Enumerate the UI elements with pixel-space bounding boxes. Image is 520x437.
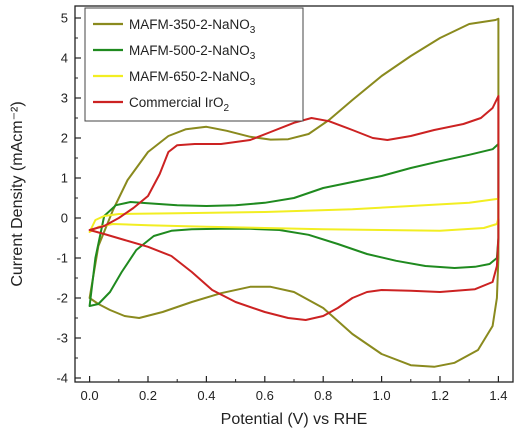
x-tick-label: 0.2 (139, 388, 157, 403)
legend-entry: MAFM-500-2-NaNO3 (93, 43, 256, 62)
legend-label: Commercial IrO2 (129, 95, 230, 114)
x-tick-label: 0.8 (314, 388, 332, 403)
x-tick-label: 1.0 (373, 388, 391, 403)
y-tick-label: -2 (56, 291, 68, 306)
y-tick-label: -3 (56, 331, 68, 346)
x-tick-label: 1.2 (431, 388, 449, 403)
y-tick-label: 0 (61, 211, 68, 226)
y-tick-label: -1 (56, 251, 68, 266)
y-axis-title: Current Density (mAcm⁻²) (9, 101, 26, 286)
x-tick-label: 1.4 (489, 388, 507, 403)
y-tick-label: 4 (61, 51, 68, 66)
legend-label: MAFM-650-2-NaNO3 (129, 69, 256, 88)
legend-entry: MAFM-350-2-NaNO3 (93, 17, 256, 36)
legend-label: MAFM-500-2-NaNO3 (129, 43, 256, 62)
y-tick-label: 1 (61, 171, 68, 186)
legend-entry: MAFM-650-2-NaNO3 (93, 69, 256, 88)
legend: MAFM-350-2-NaNO3 MAFM-500-2-NaNO3 MAFM-650… (84, 7, 304, 122)
y-tick-label: 2 (61, 131, 68, 146)
x-axis: 0.0 0.2 0.4 0.6 0.8 1.0 1.2 1.4 (81, 376, 507, 403)
legend-label: MAFM-350-2-NaNO3 (129, 17, 256, 36)
x-tick-label: 0.0 (81, 388, 99, 403)
y-tick-label: -4 (56, 371, 68, 386)
x-tick-label: 0.4 (197, 388, 215, 403)
y-axis: -4 -3 -2 -1 0 1 2 3 4 5 (56, 11, 81, 386)
y-tick-label: 5 (61, 11, 68, 26)
series-layer (88, 17, 500, 368)
x-tick-label: 0.6 (256, 388, 274, 403)
y-tick-label: 3 (61, 91, 68, 106)
legend-entry: Commercial IrO2 (93, 95, 230, 114)
x-axis-title: Potential (V) vs RHE (221, 411, 368, 428)
series-line-3 (88, 95, 500, 321)
